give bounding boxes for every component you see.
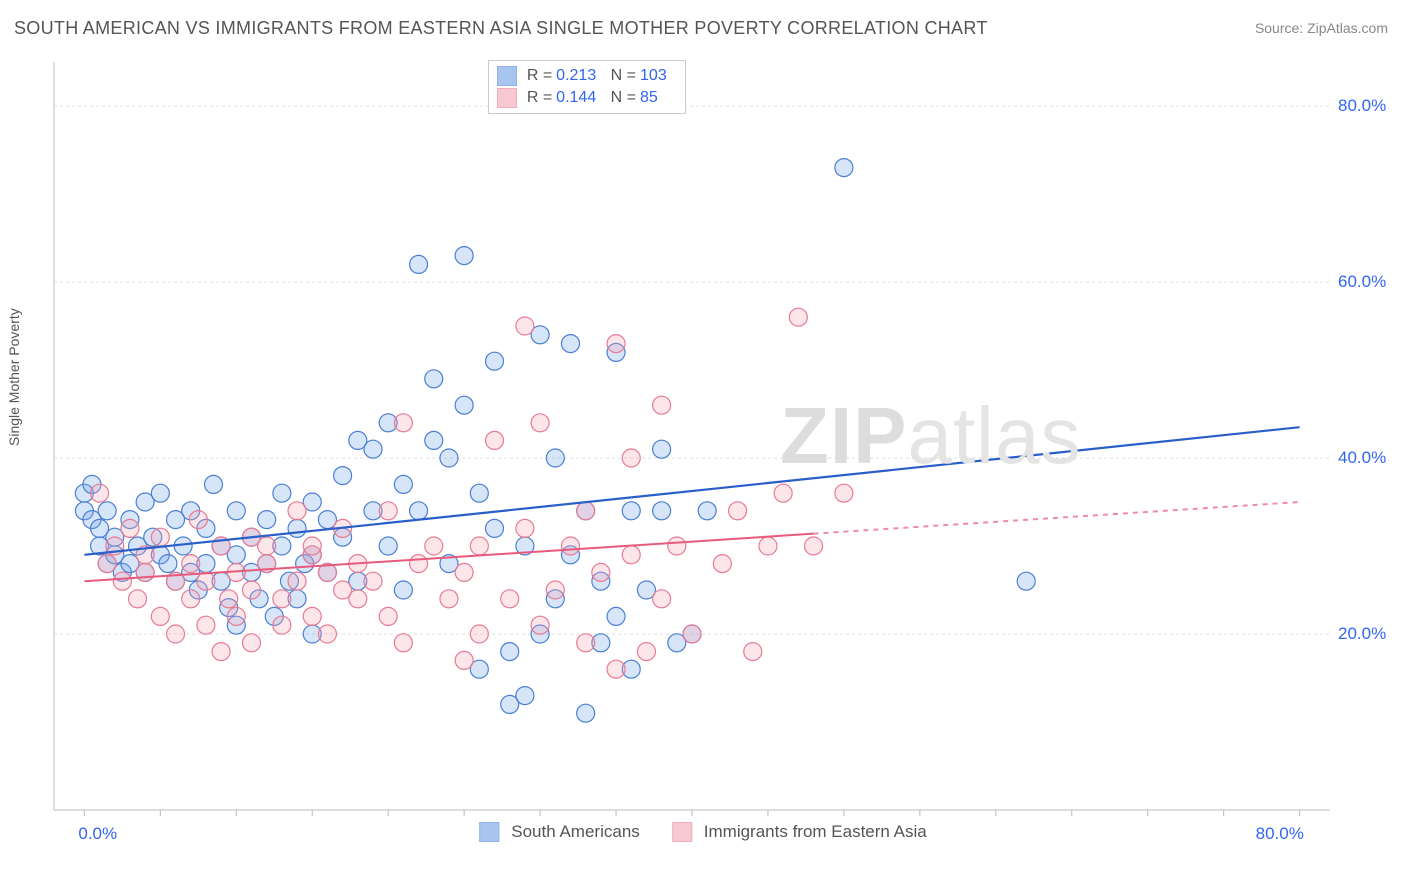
plot-area <box>50 58 1390 828</box>
legend-series-label: Immigrants from Eastern Asia <box>704 822 927 842</box>
legend-series: South Americans Immigrants from Eastern A… <box>479 822 926 842</box>
legend-correlation-row: R =0.144 N =85 <box>497 87 677 109</box>
legend-correlation-box: R =0.213 N =103R =0.144 N =85 <box>488 60 686 114</box>
legend-series-item: South Americans <box>479 822 640 842</box>
legend-series-label: South Americans <box>511 822 640 842</box>
y-axis-label: Single Mother Poverty <box>6 308 22 446</box>
legend-swatch <box>497 88 517 108</box>
source-name: ZipAtlas.com <box>1307 20 1388 36</box>
x-tick-label: 80.0% <box>1256 824 1304 844</box>
y-tick-label: 60.0% <box>1338 272 1386 292</box>
scatter-svg <box>50 58 1390 828</box>
y-tick-label: 20.0% <box>1338 624 1386 644</box>
chart-title: SOUTH AMERICAN VS IMMIGRANTS FROM EASTER… <box>14 18 988 39</box>
legend-correlation-row: R =0.213 N =103 <box>497 65 677 87</box>
source-prefix: Source: <box>1255 20 1307 36</box>
legend-swatch <box>497 66 517 86</box>
y-tick-label: 80.0% <box>1338 96 1386 116</box>
legend-swatch <box>479 822 499 842</box>
y-tick-label: 40.0% <box>1338 448 1386 468</box>
x-tick-label: 0.0% <box>78 824 117 844</box>
chart-container: SOUTH AMERICAN VS IMMIGRANTS FROM EASTER… <box>0 0 1406 892</box>
legend-swatch <box>672 822 692 842</box>
legend-series-item: Immigrants from Eastern Asia <box>672 822 927 842</box>
source-attribution: Source: ZipAtlas.com <box>1255 20 1388 36</box>
